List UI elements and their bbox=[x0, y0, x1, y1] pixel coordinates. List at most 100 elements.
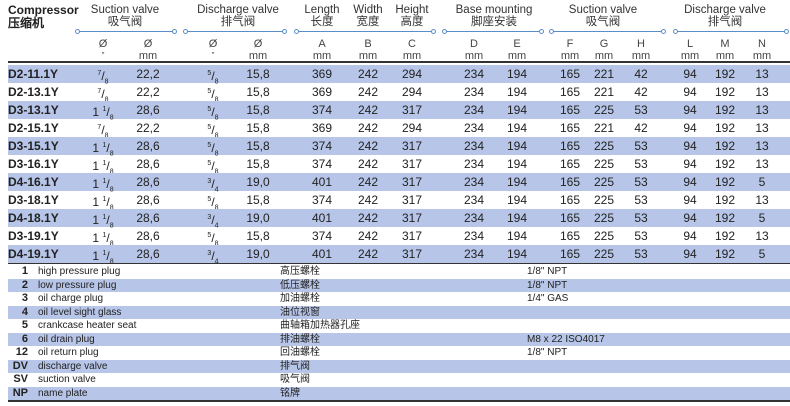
table-row: D4-18.1Y 1 1/8 28,6 3/4 19,0 401 242 317 234 194… bbox=[8, 209, 790, 229]
cell-l: 94 bbox=[683, 211, 697, 225]
model-name: D3-18.1Y bbox=[8, 193, 59, 207]
cell-l: 94 bbox=[683, 157, 697, 171]
legend-id: 1 bbox=[21, 265, 28, 277]
cell-f: 165 bbox=[559, 157, 581, 171]
cell-sv-mm: 28,6 bbox=[136, 229, 160, 243]
column-group-header: Discharge valve 排气阀 bbox=[197, 4, 279, 28]
cell-b: 242 bbox=[357, 211, 379, 225]
cell-n: 13 bbox=[755, 67, 769, 81]
model-name: D3-19.1Y bbox=[8, 229, 59, 243]
legend-chinese: 排油螺栓 bbox=[280, 333, 320, 345]
legend-rule bbox=[8, 263, 790, 264]
cell-b: 242 bbox=[357, 175, 379, 189]
connection-inch: 5/8 bbox=[207, 69, 219, 86]
cell-a: 369 bbox=[311, 85, 333, 99]
column-group-header: Base mounting 脚座安装 bbox=[455, 4, 533, 28]
connection-inch: 3/4 bbox=[207, 249, 219, 266]
legend-chinese: 吸气阀 bbox=[280, 374, 310, 385]
model-name: D4-19.1Y bbox=[8, 247, 59, 261]
connection-inch: 5/8 bbox=[207, 141, 219, 158]
cell-sv-mm: 28,6 bbox=[136, 103, 160, 117]
cell-n: 13 bbox=[755, 139, 769, 153]
cell-e: 194 bbox=[506, 121, 528, 135]
cell-d: 234 bbox=[463, 139, 485, 153]
cell-dv-mm: 15,8 bbox=[246, 193, 270, 207]
legend-row: SV suction valve 吸气阀 bbox=[8, 373, 790, 387]
model-name: D2-15.1Y bbox=[8, 121, 59, 135]
cell-h: 53 bbox=[634, 103, 648, 117]
cell-l: 94 bbox=[683, 67, 697, 81]
cell-f: 165 bbox=[559, 67, 581, 81]
cell-g: 225 bbox=[593, 193, 615, 207]
cell-a: 374 bbox=[311, 193, 333, 207]
cell-g: 221 bbox=[593, 85, 615, 99]
cell-g: 221 bbox=[593, 121, 615, 135]
cell-l: 94 bbox=[683, 193, 697, 207]
legend-id: 6 bbox=[21, 332, 28, 345]
cell-h: 53 bbox=[634, 229, 648, 243]
cell-f: 165 bbox=[559, 211, 581, 225]
model-name: D3-16.1Y bbox=[8, 157, 59, 171]
legend-spec: 1/8" NPT bbox=[527, 266, 568, 277]
column-group-header: Width 宽度 bbox=[353, 4, 383, 28]
cell-dv-mm: 15,8 bbox=[246, 67, 270, 81]
cell-g: 221 bbox=[593, 67, 615, 81]
cell-g: 225 bbox=[593, 247, 615, 261]
cell-dv-mm: 15,8 bbox=[246, 121, 270, 135]
legend-id: NP bbox=[12, 386, 28, 399]
legend-chinese: 高压螺栓 bbox=[280, 266, 320, 277]
cell-d: 234 bbox=[463, 193, 485, 207]
cell-l: 94 bbox=[683, 139, 697, 153]
group-bracket-line bbox=[549, 29, 666, 34]
table-row: D4-19.1Y 1 1/8 28,6 3/4 19,0 401 242 317 234 194… bbox=[8, 245, 790, 265]
connection-inch: 5/8 bbox=[207, 159, 219, 176]
column-group-header: Suction valve 吸气阀 bbox=[90, 4, 160, 28]
legend-row: 2 low pressure plug 低压螺栓 1/8" NPT bbox=[8, 278, 790, 292]
cell-n: 13 bbox=[755, 193, 769, 207]
cell-h: 53 bbox=[634, 247, 648, 261]
connection-inch: 7/8 bbox=[97, 123, 109, 140]
cell-e: 194 bbox=[506, 211, 528, 225]
cell-m: 192 bbox=[714, 175, 736, 189]
cell-a: 401 bbox=[311, 175, 333, 189]
cell-g: 225 bbox=[593, 211, 615, 225]
cell-l: 94 bbox=[683, 247, 697, 261]
cell-m: 192 bbox=[714, 211, 736, 225]
legend-spec: 1/8" NPT bbox=[527, 279, 568, 291]
cell-c: 294 bbox=[401, 67, 423, 81]
legend-id: 2 bbox=[21, 278, 28, 291]
cell-c: 317 bbox=[401, 247, 423, 261]
cell-dv-mm: 19,0 bbox=[246, 211, 270, 225]
cell-b: 242 bbox=[357, 247, 379, 261]
cell-l: 94 bbox=[683, 121, 697, 135]
cell-n: 5 bbox=[758, 175, 766, 189]
cell-h: 53 bbox=[634, 139, 648, 153]
legend-row: 4 oil level sight glass 油位视窗 bbox=[8, 305, 790, 319]
cell-e: 194 bbox=[506, 157, 528, 171]
cell-c: 317 bbox=[401, 103, 423, 117]
cell-h: 53 bbox=[634, 175, 648, 189]
connection-inch: 3/4 bbox=[207, 177, 219, 194]
cell-m: 192 bbox=[714, 139, 736, 153]
group-bracket-line bbox=[183, 29, 287, 34]
legend-row: 1 high pressure plug 高压螺栓 1/8" NPT bbox=[8, 265, 790, 279]
cell-sv-mm: 22,2 bbox=[136, 67, 160, 81]
cell-a: 374 bbox=[311, 229, 333, 243]
cell-dv-mm: 15,8 bbox=[246, 229, 270, 243]
cell-a: 374 bbox=[311, 103, 333, 117]
cell-b: 242 bbox=[357, 121, 379, 135]
cell-m: 192 bbox=[714, 121, 736, 135]
cell-dv-mm: 15,8 bbox=[246, 139, 270, 153]
cell-d: 234 bbox=[463, 157, 485, 171]
connection-inch: 7/8 bbox=[97, 87, 109, 104]
connection-inch: 5/8 bbox=[207, 105, 219, 122]
legend-id: 5 bbox=[21, 319, 28, 331]
cell-n: 5 bbox=[758, 211, 766, 225]
cell-l: 94 bbox=[683, 85, 697, 99]
cell-l: 94 bbox=[683, 229, 697, 243]
